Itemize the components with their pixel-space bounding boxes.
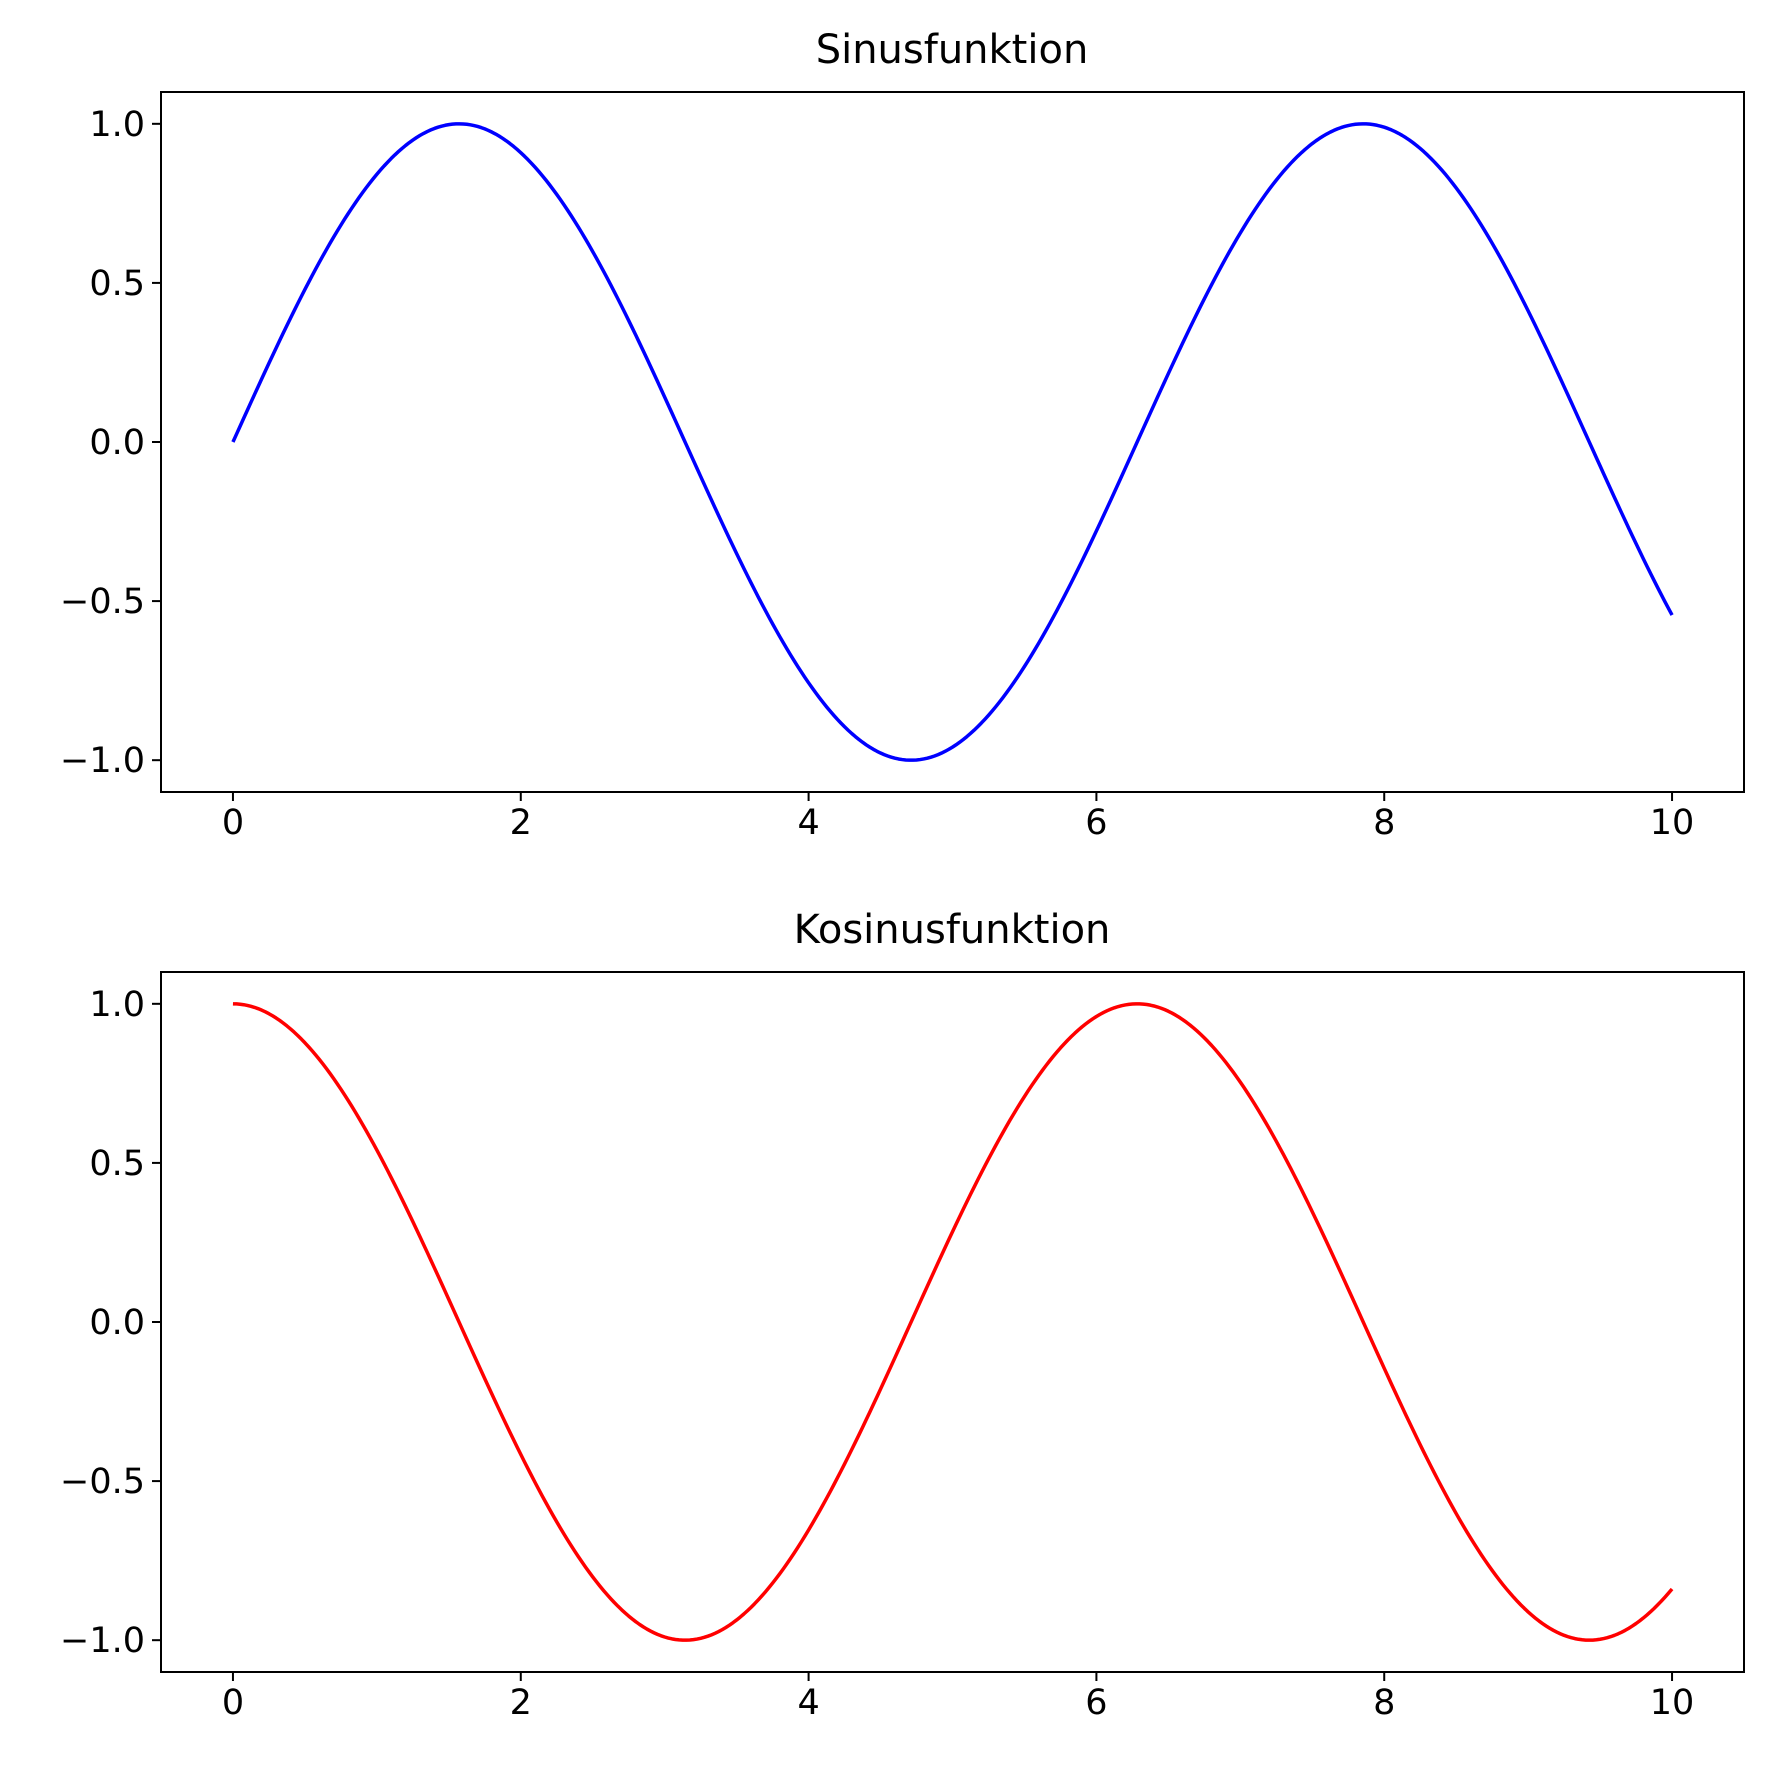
chart-title: Sinusfunktion bbox=[816, 27, 1089, 73]
x-tick-label: 10 bbox=[1650, 1683, 1695, 1723]
x-tick-label: 2 bbox=[510, 803, 532, 843]
plot-frame bbox=[160, 971, 1745, 1673]
series-lines bbox=[232, 1002, 1674, 1642]
subplot-cosine: Kosinusfunktion 0 2 4 6 8 10 1.0 0.5 0.0 −0.5 −1.0 bbox=[60, 907, 1745, 1723]
y-tick-label: 1.0 bbox=[89, 105, 145, 145]
x-tick-label: 0 bbox=[222, 803, 244, 843]
y-tick-label: −0.5 bbox=[60, 1462, 145, 1502]
x-tick-label: 2 bbox=[510, 1683, 532, 1723]
y-tick-label: −1.0 bbox=[60, 1621, 145, 1661]
y-tick-label: −1.0 bbox=[60, 741, 145, 781]
axis-ticks: 0 2 4 6 8 10 1.0 0.5 0.0 −0.5 −1.0 bbox=[60, 985, 1694, 1723]
x-tick-label: 4 bbox=[797, 803, 819, 843]
y-tick-label: 0.5 bbox=[89, 1144, 145, 1184]
chart-title: Kosinusfunktion bbox=[794, 907, 1111, 953]
subplot-sine: Sinusfunktion 0 2 4 6 8 10 1.0 0.5 0.0 −0.5 −1.0 bbox=[60, 27, 1745, 843]
y-tick-label: −0.5 bbox=[60, 582, 145, 622]
series-line-cos bbox=[232, 1002, 1674, 1642]
series-line-sin bbox=[231, 122, 1674, 762]
y-tick-label: 0.5 bbox=[89, 264, 145, 304]
y-tick-label: 1.0 bbox=[89, 985, 145, 1025]
series-lines bbox=[231, 122, 1674, 762]
x-tick-label: 4 bbox=[797, 1683, 819, 1723]
x-tick-label: 6 bbox=[1085, 1683, 1107, 1723]
x-tick-label: 8 bbox=[1373, 1683, 1395, 1723]
plot-frame bbox=[160, 91, 1745, 793]
x-tick-label: 0 bbox=[222, 1683, 244, 1723]
x-tick-label: 8 bbox=[1373, 803, 1395, 843]
y-tick-label: 0.0 bbox=[89, 1303, 145, 1343]
y-tick-label: 0.0 bbox=[89, 423, 145, 463]
axis-ticks: 0 2 4 6 8 10 1.0 0.5 0.0 −0.5 −1.0 bbox=[60, 105, 1694, 843]
x-tick-label: 10 bbox=[1650, 803, 1695, 843]
x-tick-label: 6 bbox=[1085, 803, 1107, 843]
